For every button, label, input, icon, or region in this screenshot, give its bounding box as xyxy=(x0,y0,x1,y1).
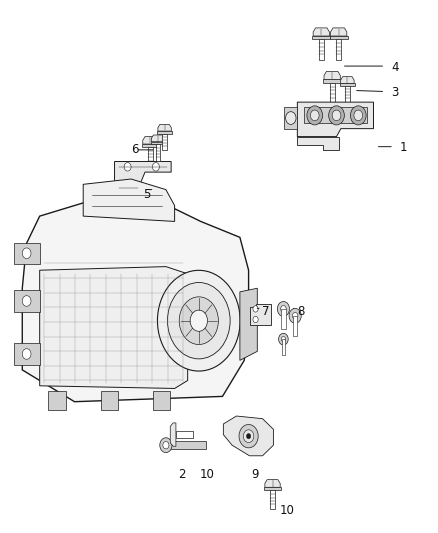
Polygon shape xyxy=(313,28,329,36)
Circle shape xyxy=(289,309,301,323)
Text: 10: 10 xyxy=(199,468,214,481)
Circle shape xyxy=(277,302,290,317)
Polygon shape xyxy=(281,309,286,329)
Polygon shape xyxy=(14,290,40,312)
Circle shape xyxy=(293,312,298,319)
Polygon shape xyxy=(251,304,271,325)
Circle shape xyxy=(307,106,322,125)
Polygon shape xyxy=(148,147,152,166)
Polygon shape xyxy=(162,134,167,150)
Circle shape xyxy=(22,349,31,359)
Polygon shape xyxy=(223,416,273,456)
Text: 4: 4 xyxy=(391,61,399,74)
Polygon shape xyxy=(156,144,160,161)
Polygon shape xyxy=(152,135,165,142)
Polygon shape xyxy=(157,131,172,134)
Circle shape xyxy=(332,110,341,120)
Polygon shape xyxy=(48,391,66,410)
Polygon shape xyxy=(264,487,281,490)
Polygon shape xyxy=(336,39,341,60)
Polygon shape xyxy=(240,288,257,360)
Polygon shape xyxy=(153,391,170,410)
Polygon shape xyxy=(340,83,355,86)
Text: 9: 9 xyxy=(252,468,259,481)
Polygon shape xyxy=(151,142,166,144)
Polygon shape xyxy=(341,77,354,83)
Circle shape xyxy=(244,430,254,442)
Polygon shape xyxy=(297,102,374,136)
Polygon shape xyxy=(329,83,335,103)
Polygon shape xyxy=(22,195,249,402)
Circle shape xyxy=(281,305,286,312)
Polygon shape xyxy=(312,36,330,39)
Text: 10: 10 xyxy=(280,504,295,517)
Polygon shape xyxy=(142,144,159,147)
Polygon shape xyxy=(170,423,176,446)
Text: 2: 2 xyxy=(178,468,185,481)
Text: 3: 3 xyxy=(391,86,398,99)
Polygon shape xyxy=(14,343,40,365)
Circle shape xyxy=(152,163,159,171)
Circle shape xyxy=(124,163,131,171)
Polygon shape xyxy=(83,179,175,221)
Polygon shape xyxy=(176,431,193,438)
Text: 5: 5 xyxy=(143,189,150,201)
Circle shape xyxy=(22,296,31,306)
Circle shape xyxy=(157,270,240,371)
Polygon shape xyxy=(167,441,206,449)
Circle shape xyxy=(286,112,296,124)
Circle shape xyxy=(190,310,208,332)
Polygon shape xyxy=(304,108,367,123)
Polygon shape xyxy=(297,136,339,150)
Circle shape xyxy=(354,110,363,120)
Circle shape xyxy=(253,317,258,322)
Polygon shape xyxy=(115,161,171,193)
Circle shape xyxy=(247,433,251,439)
Polygon shape xyxy=(324,71,340,79)
Circle shape xyxy=(281,336,286,342)
Text: 8: 8 xyxy=(297,305,305,318)
Circle shape xyxy=(179,297,219,344)
Polygon shape xyxy=(14,243,40,264)
Polygon shape xyxy=(319,39,324,60)
Polygon shape xyxy=(293,316,297,336)
Circle shape xyxy=(22,248,31,259)
Polygon shape xyxy=(331,28,347,36)
Polygon shape xyxy=(265,480,280,487)
Text: 7: 7 xyxy=(261,305,269,318)
Circle shape xyxy=(311,110,319,120)
Polygon shape xyxy=(323,79,341,83)
Circle shape xyxy=(328,106,344,125)
Circle shape xyxy=(253,306,258,312)
Circle shape xyxy=(350,106,366,125)
Polygon shape xyxy=(101,391,118,410)
Circle shape xyxy=(167,282,230,359)
Polygon shape xyxy=(330,36,348,39)
Polygon shape xyxy=(345,86,350,103)
Circle shape xyxy=(239,424,258,448)
Polygon shape xyxy=(143,136,158,144)
Circle shape xyxy=(279,333,288,345)
Circle shape xyxy=(160,438,172,453)
Polygon shape xyxy=(284,108,297,128)
Polygon shape xyxy=(158,124,171,131)
Polygon shape xyxy=(40,266,187,389)
Circle shape xyxy=(163,441,169,449)
Polygon shape xyxy=(282,339,285,355)
Polygon shape xyxy=(270,490,275,510)
Text: 6: 6 xyxy=(131,143,138,156)
Text: 1: 1 xyxy=(399,141,407,154)
